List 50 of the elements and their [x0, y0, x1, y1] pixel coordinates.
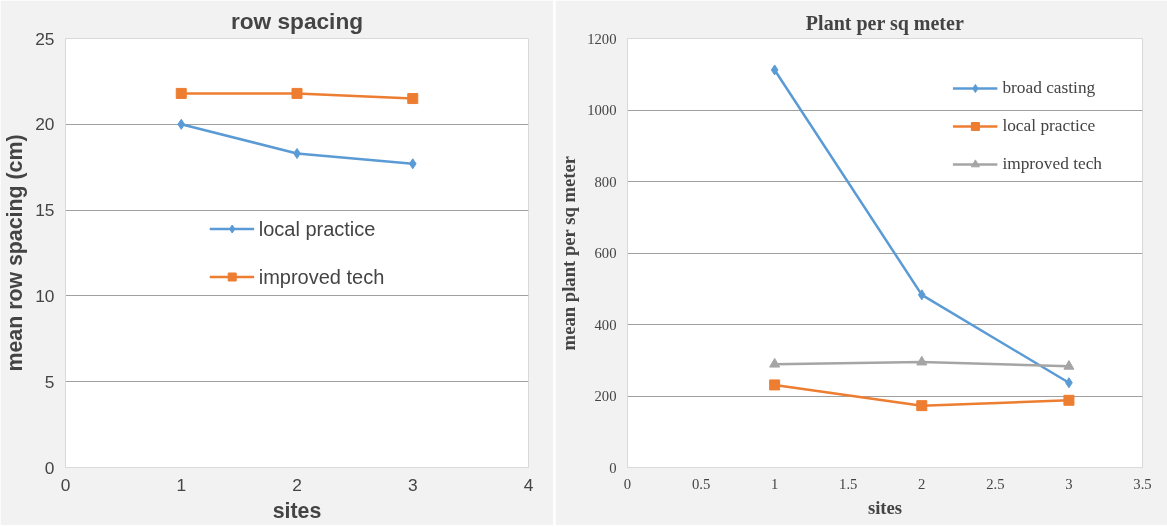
chart-title: row spacing [230, 7, 364, 34]
legend-label: improved tech [1002, 154, 1102, 174]
y-tick-label: 15 [35, 200, 55, 221]
point [408, 158, 417, 170]
point [916, 400, 928, 412]
x-tick-label: 1 [176, 474, 187, 495]
y-tick-label: 25 [35, 28, 55, 49]
x-axis-title: sites [867, 496, 903, 518]
legend-label: improved tech [258, 265, 385, 288]
y-tick-label: 1000 [587, 102, 617, 118]
y-tick-label: 0 [44, 457, 55, 478]
chart-title: Plant per sq meter [805, 11, 964, 35]
x-tick-label: 0.5 [691, 475, 711, 492]
point [769, 357, 781, 368]
point [175, 87, 187, 99]
x-tick-label: 1.5 [839, 475, 858, 492]
x-tick-label: 3 [407, 474, 418, 495]
x-tick-label: 2 [918, 475, 926, 492]
y-tick-label: 400 [594, 316, 617, 333]
y-tick-label: 800 [594, 173, 617, 190]
point [916, 355, 928, 366]
y-tick-label: 10 [35, 285, 55, 306]
y-tick-label: 0 [609, 459, 617, 476]
x-axis-title: sites [272, 498, 322, 523]
legend-label: broad casting [1002, 78, 1096, 98]
x-tick-label: 3.5 [1133, 475, 1152, 492]
point [1063, 394, 1075, 406]
point [407, 93, 419, 105]
point [917, 289, 926, 301]
legend-label: local practice [258, 217, 376, 240]
x-tick-label: 3 [1065, 475, 1073, 492]
x-tick-label: 1 [770, 475, 779, 492]
y-tick-label: 5 [44, 371, 55, 392]
x-tick-label: 2.5 [986, 475, 1005, 492]
x-tick-label: 0 [60, 474, 71, 495]
point [177, 118, 186, 130]
point [770, 64, 779, 76]
x-tick-label: 0 [623, 475, 632, 492]
y-axis-title: mean plant per sq meter [558, 155, 580, 351]
point [291, 87, 303, 99]
y-axis-title: mean row spacing (cm) [3, 134, 28, 372]
point [1063, 360, 1075, 370]
y-tick-label: 1200 [587, 30, 617, 47]
point [769, 379, 781, 391]
y-tick-label: 600 [594, 245, 617, 261]
x-tick-label: 2 [292, 474, 302, 495]
y-tick-label: 20 [35, 114, 55, 135]
x-tick-label: 4 [523, 474, 534, 495]
y-tick-label: 200 [594, 388, 617, 404]
legend-label: local practice [1002, 116, 1096, 136]
